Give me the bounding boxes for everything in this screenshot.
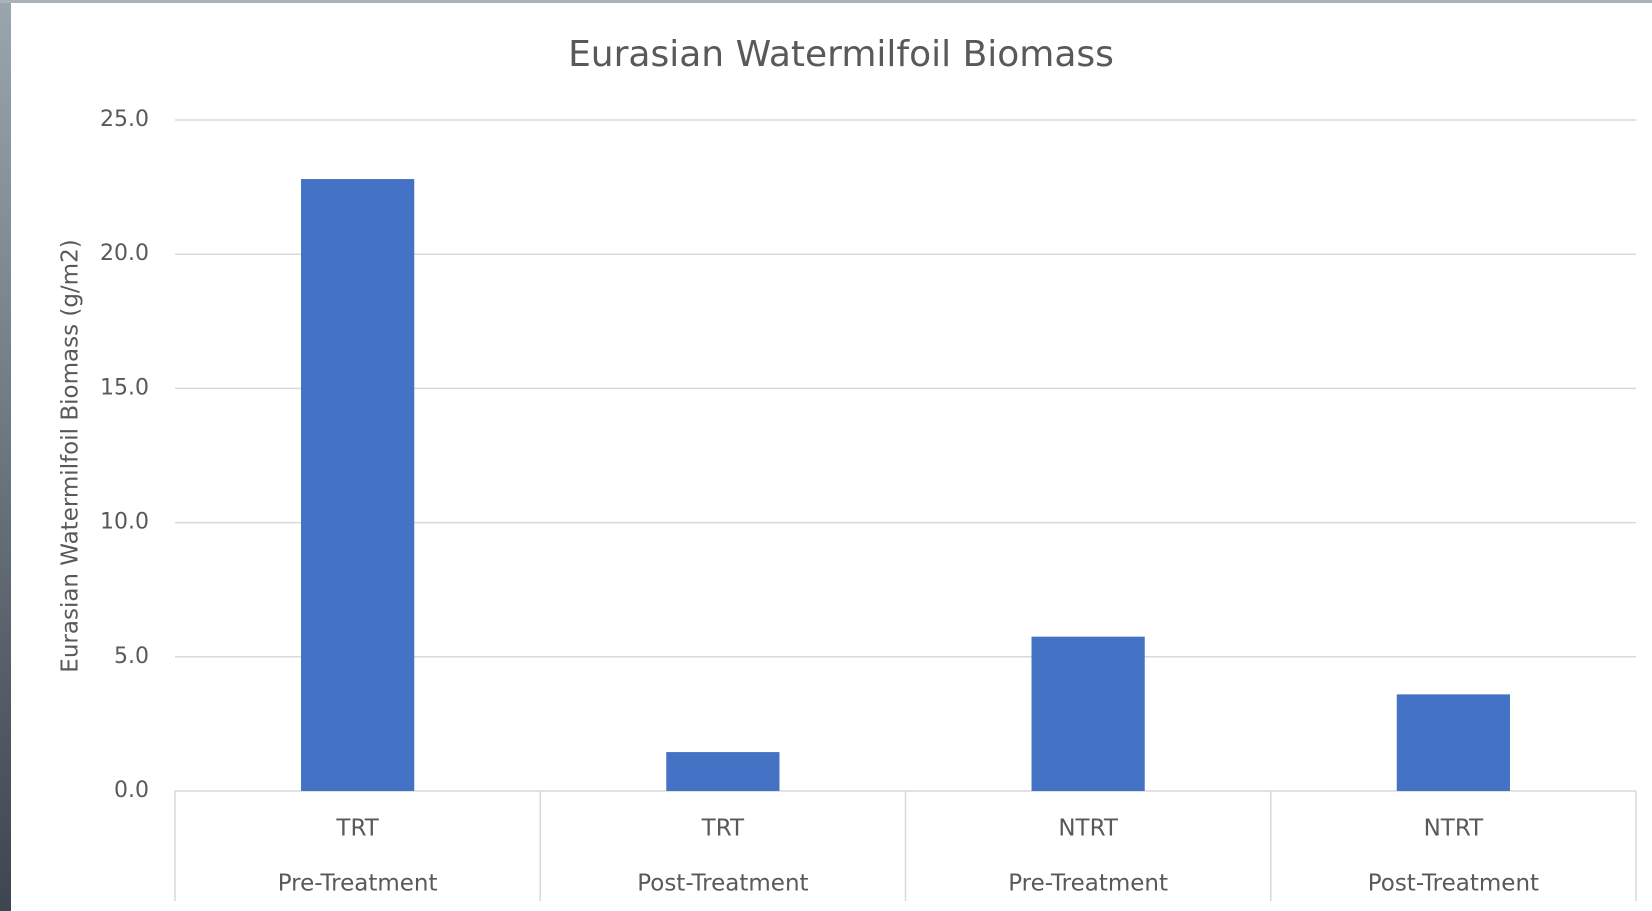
group-label: NTRT [1058, 816, 1119, 842]
y-tick-label: 10.0 [100, 510, 149, 535]
y-tick-label: 15.0 [100, 375, 149, 400]
bar [1031, 636, 1145, 791]
y-tick-label: 25.0 [100, 107, 149, 132]
bar [1396, 694, 1510, 791]
y-tick-label: 0.0 [114, 778, 149, 803]
window-edge [0, 0, 11, 911]
x-tick-label: Post-Treatment [1368, 871, 1539, 897]
chart-title: Eurasian Watermilfoil Biomass [568, 34, 1114, 75]
x-tick-label: Pre-Treatment [1008, 871, 1168, 897]
group-label: TRT [335, 816, 379, 842]
y-axis-label: Eurasian Watermilfoil Biomass (g/m2) [58, 239, 84, 672]
group-label: TRT [701, 816, 745, 842]
window-top [0, 0, 1652, 3]
y-tick-label: 5.0 [114, 644, 149, 669]
x-tick-label: Post-Treatment [637, 871, 808, 897]
x-tick-label: Pre-Treatment [278, 871, 438, 897]
y-tick-label: 20.0 [100, 241, 149, 266]
group-label: NTRT [1424, 816, 1485, 842]
bar [666, 752, 780, 791]
bar [301, 179, 415, 792]
